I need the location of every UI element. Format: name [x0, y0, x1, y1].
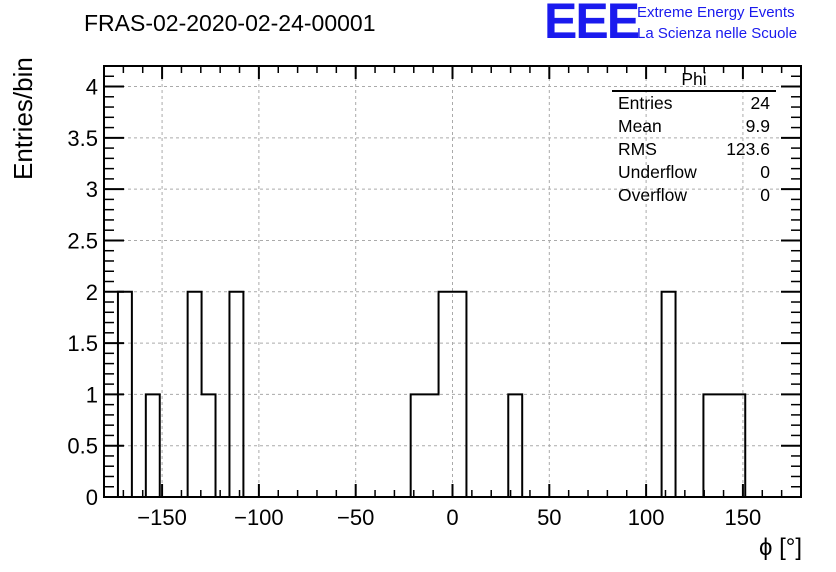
x-tick-label: 0 — [446, 505, 458, 530]
stats-row-overflow: Overflow 0 — [612, 184, 776, 207]
stats-value: 9.9 — [745, 116, 770, 136]
x-tick-label: 100 — [628, 505, 665, 530]
y-tick-label: 2 — [86, 280, 98, 305]
stats-label: RMS — [618, 139, 657, 159]
stats-label: Mean — [618, 116, 662, 136]
logo-text-line2: La Scienza nelle Scuole — [637, 25, 798, 42]
eee-logo: EEE — [544, 0, 640, 49]
logo-text-line1: Extreme Energy Events — [637, 4, 795, 21]
stats-label: Entries — [618, 93, 673, 113]
y-tick-label: 0.5 — [67, 434, 98, 459]
stats-value: 0 — [760, 185, 770, 205]
stats-value: 0 — [760, 162, 770, 182]
stats-row-rms: RMS 123.6 — [612, 138, 776, 161]
x-tick-label: −100 — [234, 505, 284, 530]
y-tick-label: 4 — [86, 75, 98, 100]
stats-box: Phi Entries 24 Mean 9.9 RMS 123.6 Underf… — [612, 69, 776, 207]
histogram-outline — [116, 290, 747, 497]
x-tick-label: 150 — [725, 505, 762, 530]
stats-row-entries: Entries 24 — [612, 92, 776, 115]
x-tick-label: −150 — [137, 505, 187, 530]
stats-label: Overflow — [618, 185, 688, 205]
y-tick-label: 1 — [86, 382, 98, 407]
chart-title: FRAS-02-2020-02-24-00001 — [84, 10, 376, 36]
stats-title: Phi — [612, 69, 776, 92]
y-tick-label: 1.5 — [67, 331, 98, 356]
stats-label: Underflow — [618, 162, 697, 182]
stats-row-underflow: Underflow 0 — [612, 161, 776, 184]
x-tick-label: 50 — [537, 505, 561, 530]
x-axis-label: ϕ [°] — [758, 534, 802, 561]
y-tick-label: 2.5 — [67, 228, 98, 253]
stats-value: 24 — [750, 93, 770, 113]
stats-value: 123.6 — [726, 139, 770, 159]
stats-row-mean: Mean 9.9 — [612, 115, 776, 138]
y-tick-label: 0 — [86, 485, 98, 510]
x-tick-label: −50 — [337, 505, 374, 530]
y-tick-label: 3.5 — [67, 126, 98, 151]
y-tick-label: 3 — [86, 177, 98, 202]
